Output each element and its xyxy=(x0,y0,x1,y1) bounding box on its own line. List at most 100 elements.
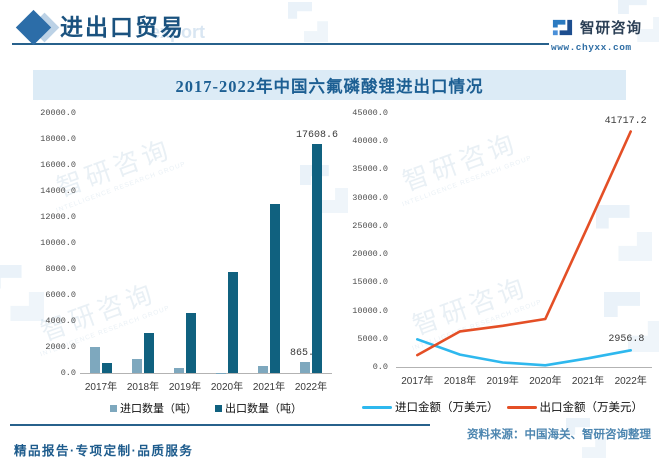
y-tick-label: 0.0 xyxy=(60,368,76,378)
header-ghost-text: export xyxy=(150,22,206,42)
bar-export-qty xyxy=(144,333,154,373)
y-tick-label: 8000.0 xyxy=(45,264,76,274)
line-chart-plot: 2956.8 41717.2 xyxy=(396,113,652,368)
chart-title-band: 2017-2022年中国六氟磷酸锂进出口情况 xyxy=(33,70,626,100)
y-tick-label: 15000.0 xyxy=(352,277,388,288)
bar-group xyxy=(80,113,122,373)
y-tick-label: 0.0 xyxy=(372,361,388,372)
legend-label: 进口金额（万美元） xyxy=(395,402,499,414)
chart-title: 2017-2022年中国六氟磷酸锂进出口情况 xyxy=(175,77,484,96)
brand-block: 智研咨询 www.chyxx.com xyxy=(551,16,655,53)
legend-item: 出口金额（万美元） xyxy=(506,399,644,415)
line-series-canvas xyxy=(415,130,632,367)
bar-import-qty xyxy=(132,358,142,373)
bar-export-qty xyxy=(102,362,112,373)
bar-chart-y-axis: 20000.0 18000.0 16000.0 14000.0 12000.0 10000… xyxy=(22,106,76,380)
x-tick-label: 2018年 xyxy=(126,382,160,393)
y-tick-label: 6000.0 xyxy=(45,290,76,300)
y-tick-label: 2000.0 xyxy=(45,342,76,352)
bar-group xyxy=(248,113,290,373)
bar-slot xyxy=(102,113,112,373)
legend-label: 出口金额（万美元） xyxy=(539,402,644,414)
legend-item: 出口数量（吨） xyxy=(215,400,302,416)
data-label: 17608.6 xyxy=(295,130,339,142)
bar-slot xyxy=(186,113,196,373)
bar-slot xyxy=(90,113,100,373)
y-tick-label: 14000.0 xyxy=(40,186,76,196)
legend-label: 出口数量（吨） xyxy=(225,403,302,415)
y-tick-label: 12000.0 xyxy=(40,212,76,222)
line-chart-x-axis: 2017年 2018年 2019年 2020年 2021年 2022年 xyxy=(396,372,652,387)
line-chart-y-axis: 45000.0 40000.0 35000.0 30000.0 25000.0 20000… xyxy=(330,106,388,374)
bar-slot xyxy=(270,113,280,373)
bar-import-qty xyxy=(90,347,100,373)
line-chart: 45000.0 40000.0 35000.0 30000.0 25000.0 20000… xyxy=(330,105,659,420)
footer-divider xyxy=(10,424,430,426)
bar-chart: 20000.0 18000.0 16000.0 14000.0 12000.0 10000… xyxy=(10,105,340,420)
y-tick-label: 25000.0 xyxy=(352,220,388,231)
x-tick-label: 2020年 xyxy=(529,376,562,387)
y-tick-label: 5000.0 xyxy=(357,333,388,344)
x-tick-label: 2022年 xyxy=(614,376,647,387)
y-tick-label: 20000.0 xyxy=(352,249,388,260)
y-tick-label: 45000.0 xyxy=(352,108,388,118)
bar-slot: 17608.6 xyxy=(296,113,338,373)
y-tick-label: 30000.0 xyxy=(352,192,388,203)
y-tick-label: 40000.0 xyxy=(352,136,388,147)
x-tick-label: 2020年 xyxy=(210,382,244,393)
bar-export-qty xyxy=(312,144,322,373)
bar-chart-x-axis: 2017年 2018年 2019年 2020年 2021年 2022年 xyxy=(80,378,332,393)
source-note: 资料来源：中国海关、智研咨询整理 xyxy=(467,429,651,441)
y-tick-label: 10000.0 xyxy=(352,305,388,316)
x-tick-label: 2022年 xyxy=(294,382,328,393)
line-chart-legend: 进口金额（万美元） 出口金额（万美元） xyxy=(346,399,659,415)
brand-url[interactable]: www.chyxx.com xyxy=(551,42,632,53)
bar-export-qty xyxy=(186,313,196,373)
line-import-amount xyxy=(415,338,632,367)
x-tick-label: 2021年 xyxy=(571,376,605,387)
legend-line-marker xyxy=(362,405,392,409)
bar-slot xyxy=(174,113,184,373)
bar-group: 865.0 17608.6 xyxy=(290,113,338,373)
bar-group xyxy=(122,113,164,373)
bar-slot xyxy=(216,113,226,373)
bar-chart-plot: 865.0 17608.6 xyxy=(80,113,338,374)
x-tick-label: 2018年 xyxy=(443,376,477,387)
brand-logo-icon xyxy=(552,19,573,36)
y-tick-label: 4000.0 xyxy=(45,316,76,326)
legend-item: 进口金额（万美元） xyxy=(362,399,499,415)
y-tick-label: 16000.0 xyxy=(40,160,76,170)
data-label: 41717.2 xyxy=(604,115,647,127)
x-tick-label: 2021年 xyxy=(252,382,286,393)
y-tick-label: 18000.0 xyxy=(40,134,76,144)
y-tick-label: 35000.0 xyxy=(352,164,388,175)
bar-slot xyxy=(258,113,268,373)
x-tick-label: 2019年 xyxy=(486,376,519,387)
bar-import-qty xyxy=(174,367,184,373)
legend-square-marker xyxy=(110,404,117,412)
line-export-amount xyxy=(415,130,632,357)
legend-item: 进口数量（吨） xyxy=(110,400,197,416)
bar-slot xyxy=(132,113,142,373)
legend-line-marker xyxy=(506,405,537,409)
bar-slot xyxy=(144,113,154,373)
y-tick-label: 10000.0 xyxy=(40,238,76,248)
y-tick-label: 20000.0 xyxy=(40,108,76,118)
bar-slot: 865.0 xyxy=(290,113,320,373)
bar-export-qty xyxy=(270,204,280,373)
page-title: 进出口贸易 xyxy=(60,15,185,40)
bar-import-qty xyxy=(300,361,310,373)
bar-export-qty xyxy=(228,271,238,373)
bar-slot xyxy=(228,113,238,373)
footer-slogan: 精品报告·专项定制·品质服务 xyxy=(14,444,194,458)
x-tick-label: 2017年 xyxy=(401,376,434,387)
legend-label: 进口数量（吨） xyxy=(120,403,197,415)
bar-group xyxy=(164,113,206,373)
bar-chart-legend: 进口数量（吨） 出口数量（吨） xyxy=(80,400,332,416)
watermark-logo-icon xyxy=(288,2,328,42)
x-tick-label: 2017年 xyxy=(84,382,118,393)
legend-square-marker xyxy=(215,404,222,412)
brand-name: 智研咨询 xyxy=(580,21,642,37)
header-divider xyxy=(12,43,549,45)
